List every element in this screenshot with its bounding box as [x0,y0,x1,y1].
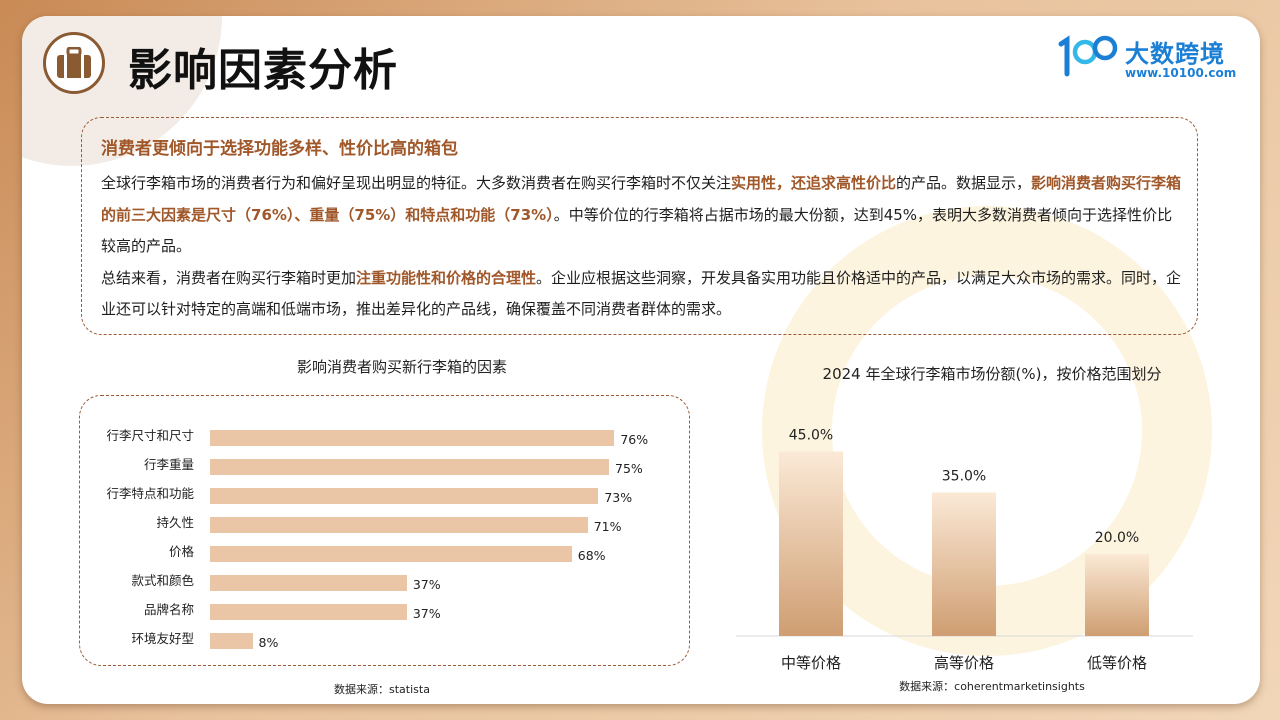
bar-value-label: 71% [593,519,622,534]
highlight-text: 影响消费者购买行李箱的前三大因素是尺寸（76%）、重量（75%）和特点和功能（7… [101,174,1182,224]
factors-bar-chart: 行李尺寸和尺寸 76% 行李重量 75% 行李特点和功能 73% 持久性 71% 价格 68% 款式… [79,395,690,666]
market-share-column-chart: 45.0% 中等价格 35.0% 高等价格 20.0% 低等价格 [736,428,1193,672]
bar [210,546,572,562]
bar-row: 价格 68% [80,544,680,563]
column-value-label: 35.0% [942,469,986,485]
brand-url: www.10100.com [1125,66,1237,80]
bar-category-label: 行李特点和功能 [106,486,194,501]
bar-value-label: 73% [604,490,633,505]
briefcase-icon [43,32,105,94]
bar-category-label: 款式和颜色 [131,573,194,588]
brand-logo-mark [1058,35,1118,77]
text-run: 。企业应根据这些洞察，开发具备实用功能且价格适中的产品，以满足大众市场的需求。同… [101,268,1182,319]
bar [210,488,599,504]
text-run: 的产品。数据显示， [896,174,1032,192]
bar-row: 行李特点和功能 73% [80,486,680,505]
column-value-label: 45.0% [789,428,833,444]
bar [210,430,615,446]
column-bar [779,451,843,636]
bar-row: 品牌名称 37% [80,602,680,621]
bar-value-label: 68% [577,548,606,563]
bar-row: 款式和颜色 37% [80,573,680,592]
column-category-label: 中等价格 [781,654,841,672]
market-share-chart-title: 2024 年全球行李箱市场份额(%)，按价格范围划分 [822,365,1162,383]
bar-value-label: 8% [258,635,279,650]
bar-value-label: 75% [615,461,643,476]
factors-chart-title: 影响消费者购买新行李箱的因素 [296,358,507,376]
insight-heading: 消费者更倾向于选择功能多样、性价比高的箱包 [101,139,458,159]
bar-row: 行李重量 75% [80,457,680,476]
bar-row: 行李尺寸和尺寸 76% [80,428,680,447]
bar-value-label: 37% [412,606,441,621]
bar [210,459,609,475]
column-value-label: 20.0% [1095,530,1139,546]
bar-category-label: 品牌名称 [143,602,194,617]
bar-row: 持久性 71% [80,515,680,534]
page-title: 影响因素分析 [128,45,398,96]
bar [210,604,407,620]
bar-value-label: 37% [412,577,441,592]
column-category-label: 高等价格 [934,654,994,672]
bar-category-label: 行李尺寸和尺寸 [106,428,194,443]
insight-text: 全球行李箱市场的消费者行为和偏好呈现出明显的特征。大多数消费者在购买行李箱时不仅… [101,168,1186,326]
column-category-label: 低等价格 [1087,654,1147,672]
column-bar [932,492,996,636]
text-run: 。中等价位的行李箱将占据市场的最大份额，达到45%，表明大多数消费者倾向于选择性… [101,205,1173,256]
insight-paragraph-1: 全球行李箱市场的消费者行为和偏好呈现出明显的特征。大多数消费者在购买行李箱时不仅… [101,168,1186,263]
text-run: 全球行李箱市场的消费者行为和偏好呈现出明显的特征。大多数消费者在购买行李箱时不仅… [101,174,732,192]
bar-row: 环境友好型 8% [80,631,680,650]
slide: 影响因素分析 大数跨境 www.10100.com 消费者更倾向于选择功能多样、… [22,16,1260,704]
factors-chart-source: 数据来源：statista [334,683,430,696]
market-share-chart-source: 数据来源：coherentmarketinsights [899,680,1085,693]
text-run: 总结来看，消费者在购买行李箱时更加 [101,268,357,287]
bar-category-label: 行李重量 [143,457,194,472]
highlight-text: 实用性，还追求高性价比 [731,174,897,192]
bar-value-label: 76% [620,432,649,447]
brand-name: 大数跨境 [1125,40,1225,68]
bar [210,575,407,591]
bar [210,633,253,649]
bar [210,517,588,533]
bar-category-label: 价格 [168,544,194,559]
insight-paragraph-2: 总结来看，消费者在购买行李箱时更加注重功能性和价格的合理性。企业应根据这些洞察，… [101,263,1186,326]
brand-logo: 大数跨境 www.10100.com [1055,34,1245,86]
highlight-text: 注重功能性和价格的合理性 [356,268,537,287]
bar-category-label: 持久性 [156,515,194,530]
bar-category-label: 环境友好型 [131,631,194,646]
insight-box: 消费者更倾向于选择功能多样、性价比高的箱包 全球行李箱市场的消费者行为和偏好呈现… [81,117,1198,335]
column-bar [1085,554,1149,636]
